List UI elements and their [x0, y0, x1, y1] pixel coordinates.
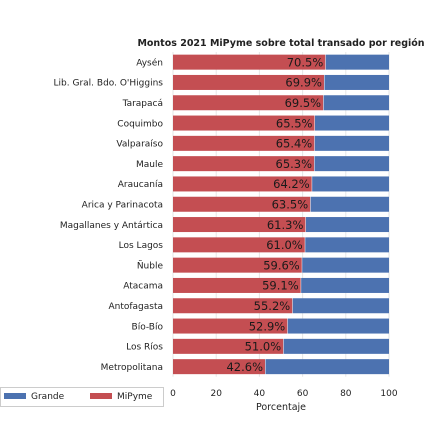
bar-mipyme — [173, 196, 311, 212]
bar-grande — [323, 95, 389, 111]
data-label: 69.5% — [285, 96, 322, 110]
bar-grande — [302, 257, 389, 273]
category-label: Atacama — [123, 282, 163, 292]
bar-grande — [265, 359, 389, 375]
bar-mipyme — [173, 95, 324, 111]
category-label: Metropolitana — [101, 363, 163, 373]
x-tick-label: 20 — [210, 389, 222, 399]
data-label: 65.5% — [276, 116, 313, 130]
x-tick-label: 40 — [254, 389, 266, 399]
category-label: Lib. Gral. Bdo. O'Higgins — [54, 79, 164, 89]
bar-mipyme — [173, 257, 302, 273]
category-label: Aysén — [136, 57, 163, 68]
bar-mipyme — [173, 176, 312, 192]
bar-mipyme — [173, 156, 315, 172]
bar-grande — [314, 156, 389, 172]
legend-label-grande: Grande — [31, 392, 65, 402]
data-label: 61.0% — [266, 238, 303, 252]
bar-grande — [314, 115, 389, 131]
x-tick-label: 80 — [340, 389, 352, 399]
category-label: Maule — [136, 160, 163, 170]
legend-swatch-mipyme — [90, 393, 112, 399]
category-label: Arica y Parinacota — [82, 200, 163, 210]
data-label: 42.6% — [226, 360, 263, 374]
data-labels: 70.5% 69.9% 69.5% 65.5% 65.4% 65.3% 64.2% 63.5%… — [226, 55, 323, 374]
category-label: Araucanía — [118, 180, 163, 190]
legend-swatch-grande — [4, 393, 26, 399]
category-label: Magallanes y Antártica — [60, 221, 163, 231]
data-label: 61.3% — [267, 218, 304, 232]
data-label: 59.1% — [262, 279, 299, 293]
data-label: 63.5% — [272, 197, 309, 211]
x-tick-label: 60 — [297, 389, 309, 399]
data-label: 55.2% — [254, 299, 291, 313]
data-label: 52.9% — [249, 319, 286, 333]
bar-grande — [283, 338, 389, 354]
legend-frame — [0, 387, 164, 407]
bar-mipyme — [173, 338, 284, 354]
category-label: Ñuble — [137, 260, 164, 271]
category-label: Valparaíso — [116, 140, 163, 150]
bar-mipyme — [173, 359, 266, 375]
bar-mipyme — [173, 115, 315, 131]
bar-mipyme — [173, 217, 306, 233]
bar-grande — [314, 135, 389, 151]
bar-mipyme — [173, 54, 326, 70]
data-label: 59.6% — [263, 258, 300, 272]
data-label: 51.0% — [245, 340, 282, 354]
chart-title: Montos 2021 MiPyme sobre total transado … — [137, 38, 424, 49]
x-tick-label: 0 — [170, 389, 176, 399]
bar-grande — [287, 318, 389, 334]
bar-mipyme — [173, 318, 288, 334]
bar-grande — [312, 176, 389, 192]
bar-grande — [292, 298, 389, 314]
data-label: 64.2% — [273, 177, 310, 191]
x-axis-label: Porcentaje — [256, 402, 306, 413]
bar-mipyme — [173, 298, 293, 314]
data-label: 65.4% — [276, 137, 313, 151]
bar-mipyme — [173, 277, 301, 293]
category-label: Coquimbo — [117, 119, 163, 129]
category-label: Los Lagos — [119, 241, 164, 251]
category-label: Bío-Bío — [132, 322, 164, 332]
category-labels: Aysén Lib. Gral. Bdo. O'Higgins Tarapacá Co… — [54, 57, 164, 373]
data-label: 65.3% — [276, 157, 313, 171]
bar-grande — [301, 277, 389, 293]
data-label: 70.5% — [287, 55, 324, 69]
legend-label-mipyme: MiPyme — [117, 392, 153, 402]
bar-grande — [325, 54, 389, 70]
bar-grande — [305, 237, 389, 253]
bar-mipyme — [173, 135, 315, 151]
bar-mipyme — [173, 74, 324, 90]
data-label: 69.9% — [285, 76, 322, 90]
category-label: Los Ríos — [126, 343, 163, 353]
category-label: Tarapacá — [122, 99, 163, 109]
bars — [173, 54, 389, 375]
x-tick-labels: 0 20 40 60 80 100 — [170, 389, 398, 399]
bar-mipyme — [173, 237, 305, 253]
bar-grande — [305, 217, 389, 233]
bar-grande — [310, 196, 389, 212]
x-tick-label: 100 — [380, 389, 397, 399]
category-label: Antofagasta — [108, 302, 163, 312]
legend: Grande MiPyme — [0, 387, 164, 407]
bar-grande — [324, 74, 389, 90]
